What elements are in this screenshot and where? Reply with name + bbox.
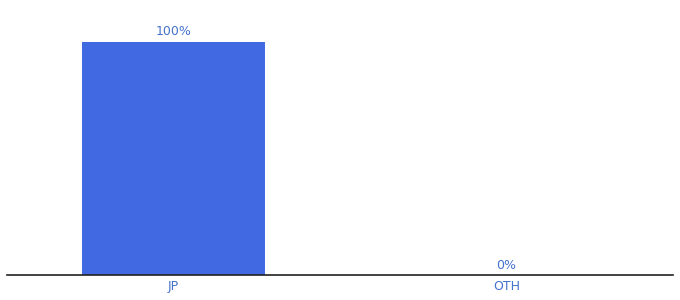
Text: 0%: 0% — [496, 259, 517, 272]
Text: 100%: 100% — [156, 26, 191, 38]
Bar — [82, 42, 265, 275]
